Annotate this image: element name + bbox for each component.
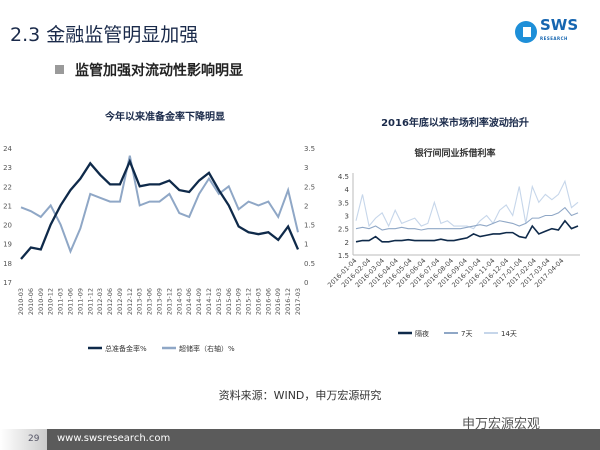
x-tick: 2016-06: [264, 288, 272, 315]
y-tick-right: 1: [304, 241, 308, 249]
x-tick: 2015-12: [245, 288, 253, 315]
x-tick: 2016-09: [274, 288, 282, 315]
y-tick-right: 0.5: [304, 260, 315, 268]
x-tick: 2011-03: [57, 288, 65, 315]
x-tick: 2011-12: [86, 288, 94, 315]
legend-excess: 超储率（右轴）%: [179, 344, 235, 353]
sws-logo: SWS RESEARCH: [515, 18, 578, 46]
x-tick: 2011-09: [76, 288, 84, 315]
series-line-7d: [355, 206, 579, 231]
x-tick: 2011-06: [66, 288, 74, 315]
series-line-overnight: [355, 219, 579, 243]
y-tick: 4.5: [338, 173, 349, 181]
y-tick-right: 3: [304, 164, 308, 172]
series-line-reserve-ratio: [20, 158, 300, 260]
y-tick-left: 20: [3, 222, 12, 230]
y-tick: 3.5: [338, 199, 349, 207]
legend-reserve: 总准备金率%: [105, 344, 147, 353]
y-tick-right: 3.5: [304, 145, 315, 153]
y-tick-left: 22: [3, 183, 12, 191]
source-note: 资料来源：WIND，申万宏源研究: [218, 389, 382, 402]
x-tick: 2013-09: [156, 288, 164, 315]
page-number: 29: [28, 434, 40, 444]
logo-mark-icon: [515, 21, 537, 43]
legend-overnight: 隔夜: [415, 329, 429, 338]
x-tick: 2012-12: [126, 288, 134, 315]
charts: 今年以来准备金率下降明显 171819202122232400.511.522.…: [3, 110, 580, 353]
x-tick: 2010-09: [37, 288, 45, 315]
y-tick-left: 18: [3, 260, 12, 268]
series-line-14d: [355, 179, 579, 230]
logo-sub: RESEARCH: [540, 36, 568, 41]
y-tick: 2: [345, 239, 349, 247]
footer-bar: [0, 429, 600, 450]
x-tick: 2014-03: [175, 288, 183, 315]
page-box: [0, 429, 47, 450]
x-tick: 2010-03: [17, 288, 25, 315]
x-tick: 2015-06: [225, 288, 233, 315]
y-tick-left: 19: [3, 241, 12, 249]
x-tick: 2014-12: [205, 288, 213, 315]
y-tick-right: 2: [304, 202, 308, 210]
x-tick: 2012-03: [96, 288, 104, 315]
legend-14d: 14天: [501, 330, 517, 338]
x-tick: 2012-06: [106, 288, 114, 315]
y-tick: 1.5: [338, 252, 349, 260]
x-tick: 2013-03: [136, 288, 144, 315]
y-tick: 2.5: [338, 226, 349, 234]
x-tick: 2016-12: [284, 288, 292, 315]
footer-url[interactable]: www.swsresearch.com: [57, 433, 171, 444]
bullet-square-icon: [55, 65, 64, 74]
chart2-title: 2016年底以来市场利率波动抬升: [381, 116, 529, 129]
y-tick-left: 21: [3, 202, 12, 210]
chart2-subtitle: 银行间同业拆借利率: [414, 147, 495, 159]
y-tick-left: 24: [3, 145, 12, 153]
x-tick: 2015-03: [215, 288, 223, 315]
x-tick: 2010-06: [27, 288, 35, 315]
x-tick: 2012-09: [116, 288, 124, 315]
logo-text: SWS: [540, 16, 579, 34]
x-tick: 2015-09: [235, 288, 243, 315]
wechat-watermark: 申万宏源宏观: [462, 417, 541, 432]
slide-title: 2.3 金融监管明显加强: [10, 24, 199, 46]
y-tick-right: 0: [304, 279, 308, 287]
y-tick-left: 17: [3, 279, 12, 287]
y-tick-right: 2.5: [304, 183, 315, 191]
y-tick: 4: [345, 186, 350, 194]
x-tick: 2010-12: [47, 288, 55, 315]
x-tick: 2014-06: [185, 288, 193, 315]
legend-7d: 7天: [461, 330, 472, 338]
y-tick: 3: [345, 213, 349, 221]
y-tick-right: 1.5: [304, 222, 315, 230]
chart2: 1.522.533.544.52016-01-042016-02-042016-…: [326, 173, 580, 289]
y-tick-left: 23: [3, 164, 12, 172]
chart1-title: 今年以来准备金率下降明显: [104, 110, 225, 123]
x-tick: 2016-03: [254, 288, 262, 315]
bullet-text: 监管加强对流动性影响明显: [75, 63, 243, 79]
x-tick: 2013-12: [165, 288, 173, 315]
x-tick: 2017-03: [294, 288, 302, 315]
series-line-excess-reserve: [20, 155, 299, 255]
x-tick: 2014-09: [195, 288, 203, 315]
x-tick: 2013-06: [146, 288, 154, 315]
